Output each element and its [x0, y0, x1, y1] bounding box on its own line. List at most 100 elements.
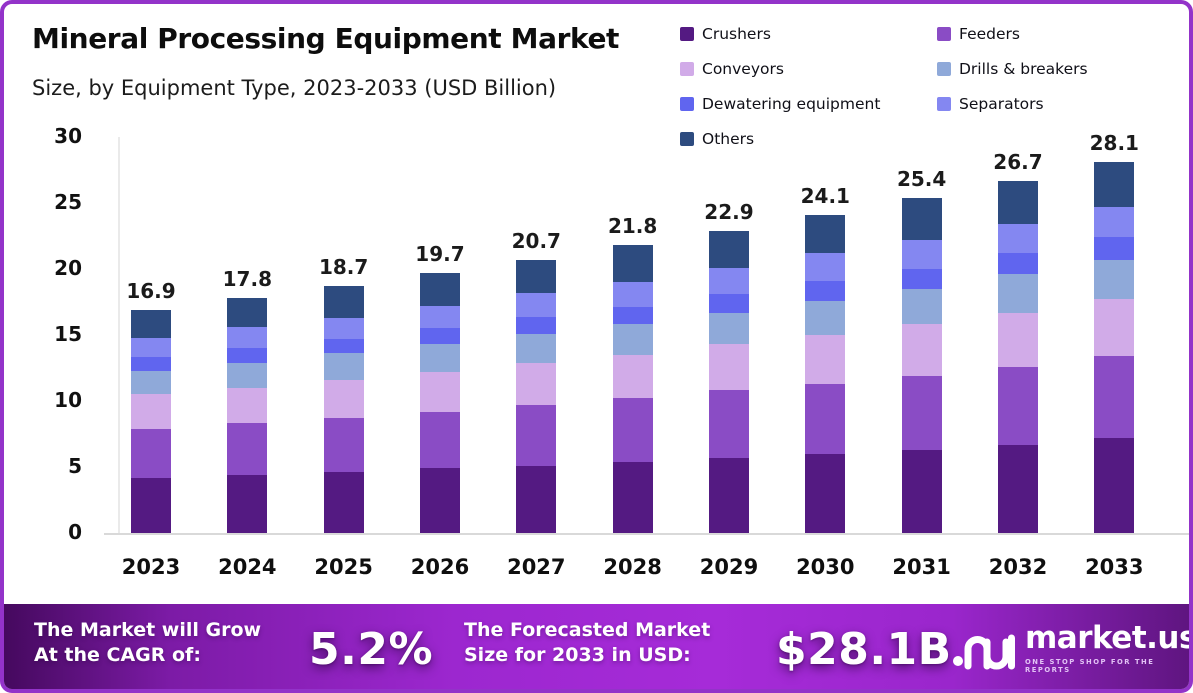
bar-segment-dewatering-equipment [805, 280, 846, 301]
x-axis-tick-label: 2029 [699, 555, 759, 579]
bar-segment-others [227, 298, 268, 328]
bar-segment-separators [901, 239, 942, 269]
bar-segment-crushers [997, 444, 1038, 533]
forecast-label-line1: The Forecasted Market [464, 619, 711, 641]
bar-segment-others [1094, 162, 1135, 207]
bar-segment-others [901, 197, 942, 240]
bar-segment-dewatering-equipment [516, 316, 557, 334]
x-axis-tick-label: 2028 [603, 555, 662, 579]
bar-segment-conveyors [131, 394, 171, 429]
bar-segment-crushers [516, 465, 557, 533]
bar-segment-feeders [131, 428, 171, 478]
bar-segment-crushers [805, 453, 846, 533]
legend-item-conveyors: Conveyors [680, 60, 937, 78]
bar-total-label: 22.9 [704, 199, 754, 224]
bar-segment-separators [1094, 206, 1135, 238]
bar-segment-drills-breakers [612, 324, 653, 355]
legend-item-others: Others [680, 130, 937, 148]
y-axis-tick-label: 0 [68, 519, 82, 544]
bar-segment-separators [323, 317, 364, 339]
legend-item-crushers: Crushers [680, 25, 937, 43]
bar-segment-dewatering-equipment [1094, 237, 1135, 260]
bar-segment-feeders [612, 398, 653, 462]
bar-segment-crushers [1094, 437, 1135, 533]
bar-segment-crushers [131, 477, 171, 533]
bar-segment-crushers [901, 449, 942, 533]
y-axis-tick-label: 15 [54, 321, 82, 346]
bar-total-label: 17.8 [222, 267, 272, 292]
bar-total-label: 19.7 [415, 241, 465, 266]
bar-segment-conveyors [901, 324, 942, 376]
x-axis-tick-label: 2024 [218, 555, 277, 579]
bar-segment-drills-breakers [1094, 259, 1135, 300]
bar-segment-drills-breakers [227, 362, 268, 388]
bar-segment-others [708, 230, 749, 268]
bar-segment-conveyors [419, 371, 460, 412]
bar-segment-separators [708, 267, 749, 295]
bar-segment-others [997, 180, 1038, 225]
bar-segment-feeders [323, 418, 364, 473]
bar-total-label: 28.1 [1089, 131, 1139, 156]
legend-label: Crushers [702, 24, 771, 43]
bar-segment-others [131, 309, 171, 338]
bar-segment-dewatering-equipment [901, 269, 942, 289]
bar-segment-feeders [1094, 356, 1135, 438]
y-axis-tick-label: 5 [68, 453, 82, 478]
legend-item-drills-breakers: Drills & breakers [937, 60, 1088, 78]
bar-segment-drills-breakers [708, 312, 749, 345]
bar-segment-drills-breakers [516, 333, 557, 363]
bar-segment-dewatering-equipment [131, 357, 171, 371]
legend-swatch [680, 96, 694, 111]
bar-segment-conveyors [805, 335, 846, 384]
x-axis-tick-label: 2026 [410, 555, 470, 579]
bar-segment-feeders [708, 390, 749, 458]
bar-segment-conveyors [612, 354, 653, 399]
bar-segment-separators [805, 253, 846, 281]
x-axis-tick-label: 2030 [796, 555, 855, 579]
bar-segment-feeders [419, 411, 460, 469]
chart-legend: Crushers Feeders Conveyors Drills & breaker… [680, 16, 1088, 156]
legend-swatch [680, 131, 694, 146]
bar-total-label: 20.7 [511, 228, 561, 253]
cagr-label-line2: At the CAGR of: [34, 644, 201, 667]
bar-total-label: 24.1 [800, 183, 850, 208]
chart-subtitle: Size, by Equipment Type, 2023-2033 (USD … [32, 76, 557, 100]
bar-segment-conveyors [997, 312, 1038, 367]
marketus-logo-text: market.us ONE STOP SHOP FOR THE REPORTS [1025, 619, 1193, 674]
cagr-label: The Market will Grow At the CAGR of: [34, 618, 261, 668]
bar-segment-dewatering-equipment [708, 294, 749, 313]
marketus-logo-name: market.us [1025, 619, 1193, 656]
bar-segment-separators [997, 224, 1038, 254]
bar-segment-others [612, 245, 653, 283]
bar-segment-dewatering-equipment [227, 348, 268, 363]
y-axis-tick-label: 20 [54, 255, 82, 280]
y-axis-tick-label: 25 [54, 189, 82, 214]
bar-segment-crushers [227, 474, 268, 533]
bar-segment-drills-breakers [997, 274, 1038, 313]
bar-segment-conveyors [516, 362, 557, 405]
y-axis-line [118, 137, 120, 535]
bar-segment-separators [612, 282, 653, 308]
marketus-logo: market.us ONE STOP SHOP FOR THE REPORTS [952, 618, 1193, 678]
x-axis-tick-label: 2023 [121, 555, 181, 579]
x-axis-baseline [104, 533, 1189, 535]
legend-label: Feeders [959, 24, 1020, 43]
bar-segment-feeders [227, 423, 268, 475]
cagr-label-line1: The Market will Grow [34, 619, 262, 641]
forecast-label: The Forecasted Market Size for 2033 in U… [464, 618, 710, 668]
bar-segment-crushers [708, 457, 749, 533]
bar-segment-drills-breakers [419, 344, 460, 372]
bar-segment-others [323, 286, 364, 318]
footer-banner: The Market will Grow At the CAGR of: 5.2… [4, 604, 1189, 689]
bar-segment-feeders [997, 366, 1038, 445]
stacked-bar-chart: 0 5 10 15 20 25 30 16.9 2023 17.8 2024 18.7 2025 19.7… [4, 4, 1189, 689]
legend-label: Dewatering equipment [702, 94, 881, 113]
bar-segment-separators [131, 337, 171, 358]
x-axis-tick-label: 2027 [507, 555, 566, 579]
bar-segment-separators [516, 292, 557, 317]
forecast-label-line2: Size for 2033 in USD: [464, 644, 691, 667]
x-axis-tick-label: 2025 [314, 555, 373, 579]
forecast-value: $28.1B [776, 624, 952, 675]
bar-segment-conveyors [708, 344, 749, 391]
